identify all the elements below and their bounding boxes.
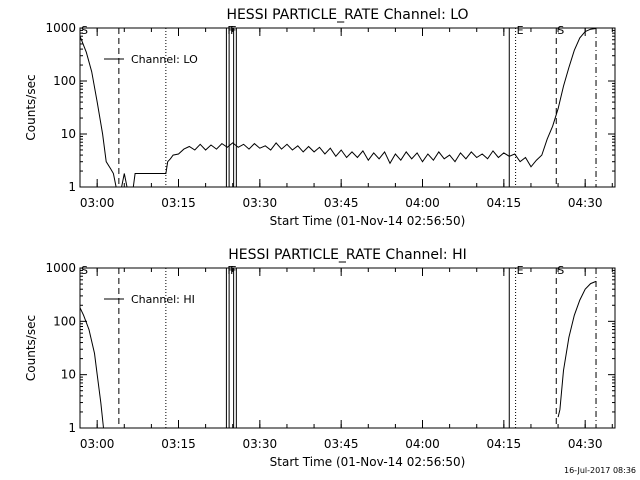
y-tick-label: 10 (61, 368, 76, 382)
y-tick-label: 1 (68, 180, 76, 194)
series-line (79, 307, 104, 429)
legend-label: Channel: HI (131, 293, 195, 306)
x-tick-label: 04:15 (487, 437, 522, 451)
series-line (557, 280, 597, 418)
footer-timestamp: 16-Jul-2017 08:36 (563, 466, 636, 475)
x-tick-label: 03:15 (161, 437, 196, 451)
x-axis-label: Start Time (01-Nov-14 02:56:50) (270, 455, 466, 469)
x-tick-label: 04:30 (568, 437, 603, 451)
event-marker-label: F (227, 264, 233, 277)
x-tick-label: 03:15 (161, 196, 196, 210)
x-tick-label: 03:00 (80, 196, 115, 210)
chart-title: HESSI PARTICLE_RATE Channel: HI (228, 247, 466, 263)
x-tick-label: 03:30 (243, 437, 278, 451)
y-tick-label: 10 (61, 127, 76, 141)
x-tick-label: 03:45 (324, 196, 359, 210)
x-tick-label: 03:30 (243, 196, 278, 210)
panel-channel-hi: HESSI PARTICLE_RATE Channel: HI Counts/se… (24, 247, 616, 469)
panel-channel-lo: HESSI PARTICLE_RATE Channel: LO Counts/se… (24, 7, 616, 228)
event-marker-label: S (557, 24, 564, 37)
x-axis-label: Start Time (01-Nov-14 02:56:50) (270, 214, 466, 228)
event-marker-label: E (517, 264, 524, 277)
chart-title: HESSI PARTICLE_RATE Channel: LO (226, 7, 468, 23)
event-marker-label: E (517, 24, 524, 37)
y-axis-label: Counts/sec (24, 315, 38, 381)
y-tick-label: 100 (53, 314, 76, 328)
legend-label: Channel: LO (131, 53, 198, 66)
y-tick-label: 1 (68, 421, 76, 435)
plot-frame (79, 27, 616, 188)
event-marker-label: S (81, 24, 88, 37)
x-tick-label: 03:00 (80, 437, 115, 451)
y-tick-label: 1000 (45, 21, 76, 35)
x-tick-label: 04:15 (487, 196, 522, 210)
event-marker-label: S (557, 264, 564, 277)
plot-frame (79, 267, 616, 429)
x-tick-label: 04:00 (405, 437, 440, 451)
event-marker-label: F (227, 24, 233, 37)
x-tick-label: 04:00 (405, 196, 440, 210)
y-axis-label: Counts/sec (24, 74, 38, 140)
event-marker-label: S (81, 264, 88, 277)
y-tick-label: 1000 (45, 261, 76, 275)
series-line (79, 28, 597, 188)
y-tick-label: 100 (53, 74, 76, 88)
x-tick-label: 03:45 (324, 437, 359, 451)
x-tick-label: 04:30 (568, 196, 603, 210)
